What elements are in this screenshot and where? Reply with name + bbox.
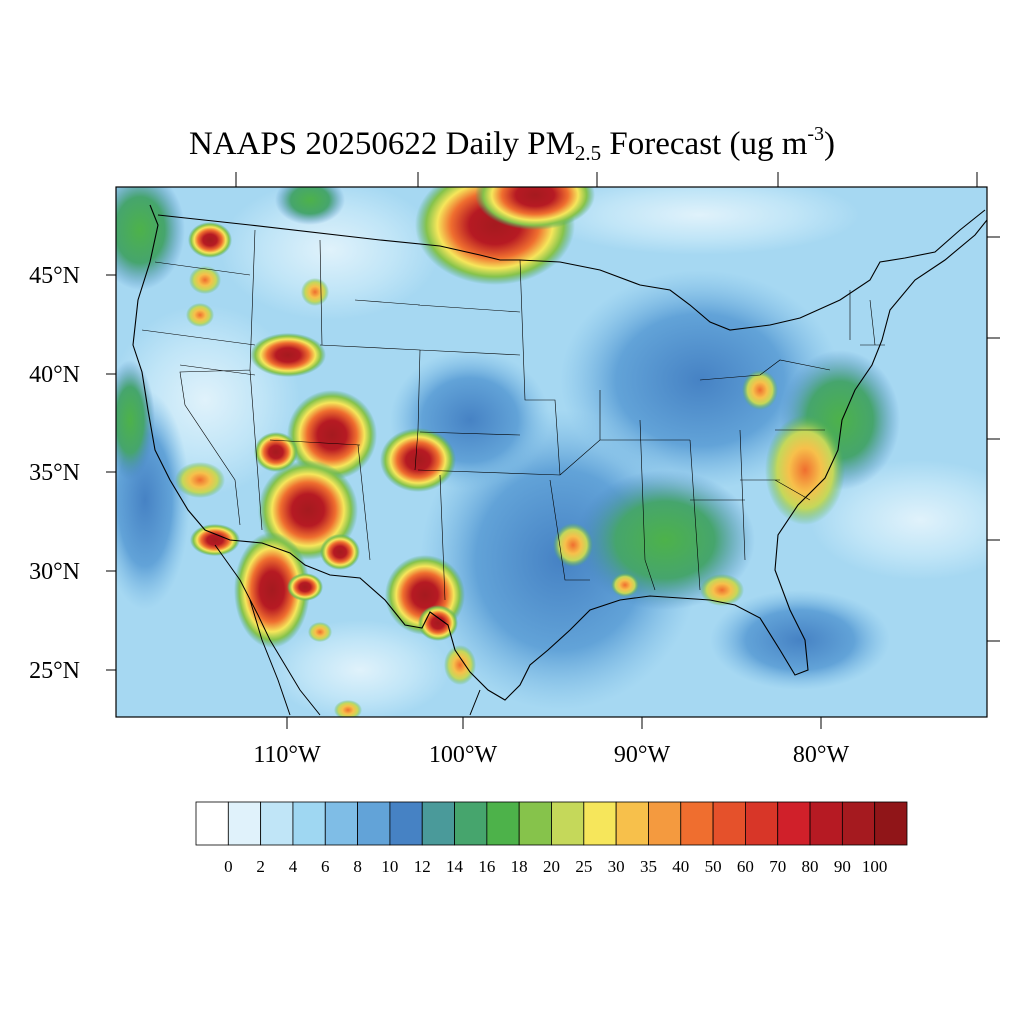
colorbar-swatch: [874, 801, 908, 846]
longitude-axis: 110°W 100°W 90°W 80°W: [235, 172, 978, 768]
colorbar-swatch: [777, 801, 811, 846]
lat-label: 40°N: [29, 362, 80, 388]
colorbar-label: 18: [511, 857, 528, 876]
colorbar-label: 2: [256, 857, 265, 876]
colorbar-label: 12: [414, 857, 431, 876]
title-subscript: 2.5: [574, 141, 602, 165]
colorbar-label: 60: [737, 857, 754, 876]
map-frame: [115, 186, 988, 718]
colorbar-label: 6: [321, 857, 330, 876]
colorbar-swatch: [292, 801, 326, 846]
colorbar-swatch: [324, 801, 358, 846]
map-title: NAAPS 20250622 Daily PM2.5 Forecast (ug …: [0, 112, 1024, 175]
title-prefix: NAAPS 20250622 Daily PM: [188, 126, 575, 162]
colorbar-swatch: [583, 801, 617, 846]
colorbar: 0 2 4 6 8 10 12 14 16 18 20 25 30 35 40 50 60 70 80 90 100: [195, 801, 908, 876]
colorbar-swatch: [712, 801, 746, 846]
colorbar-label: 90: [834, 857, 851, 876]
colorbar-swatch: [486, 801, 520, 846]
lon-label: 100°W: [429, 742, 498, 768]
colorbar-swatch: [680, 801, 714, 846]
colorbar-label: 50: [705, 857, 722, 876]
colorbar-swatch: [809, 801, 843, 846]
colorbar-swatch: [551, 801, 585, 846]
colorbar-label: 40: [672, 857, 689, 876]
boundary-lines: [132, 204, 987, 716]
title-suffix: ): [824, 126, 836, 162]
mexico-lower-coast: [214, 544, 481, 716]
lat-label: 25°N: [29, 658, 80, 684]
colorbar-swatch: [421, 801, 455, 846]
colorbar-swatch: [260, 801, 294, 846]
colorbar-label: 70: [769, 857, 786, 876]
colorbar-label: 0: [224, 857, 233, 876]
country-outline: [132, 204, 987, 701]
lat-label: 45°N: [29, 263, 80, 289]
colorbar-label: 80: [802, 857, 819, 876]
colorbar-swatch: [615, 801, 649, 846]
colorbar-swatch: [841, 801, 876, 846]
colorbar-label: 25: [575, 857, 592, 876]
colorbar-label: 30: [608, 857, 625, 876]
pm25-field: [116, 187, 987, 717]
colorbar-label: 16: [478, 857, 495, 876]
title-middle: Forecast (ug m: [601, 126, 808, 162]
state-lines: [141, 229, 885, 601]
lat-label: 35°N: [29, 460, 80, 486]
colorbar-label: 14: [446, 857, 464, 876]
colorbar-swatch: [518, 801, 552, 846]
colorbar-label: 8: [353, 857, 362, 876]
colorbar-swatch: [648, 801, 682, 846]
latitude-axis: 45°N 40°N 35°N 30°N 25°N: [29, 236, 1000, 684]
colorbar-label: 35: [640, 857, 657, 876]
lon-label: 90°W: [614, 742, 671, 768]
colorbar-swatch: [745, 801, 779, 846]
colorbar-swatch: [357, 801, 391, 846]
colorbar-label: 10: [381, 857, 398, 876]
title-superscript: -3: [807, 123, 825, 145]
colorbar-swatch: [389, 801, 423, 846]
colorbar-swatch: [195, 801, 229, 846]
lon-label: 80°W: [793, 742, 850, 768]
colorbar-label: 4: [289, 857, 298, 876]
canada-border: [157, 209, 986, 331]
colorbar-label: 20: [543, 857, 560, 876]
lat-label: 30°N: [29, 559, 80, 585]
colorbar-swatch: [454, 801, 488, 846]
lon-label: 110°W: [253, 742, 321, 768]
colorbar-swatch: [227, 801, 262, 846]
colorbar-label: 100: [862, 857, 888, 876]
